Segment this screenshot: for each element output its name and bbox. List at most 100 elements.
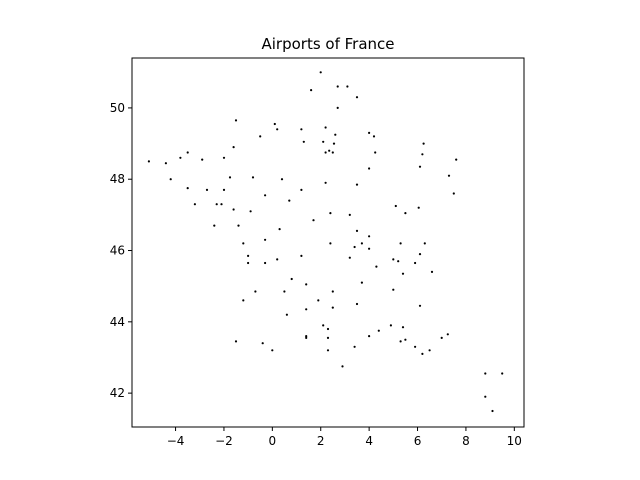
airport-point-45 <box>264 194 267 197</box>
airport-point-23 <box>421 153 424 156</box>
airport-point-40 <box>186 187 189 190</box>
airport-point-111 <box>404 338 407 341</box>
airport-point-73 <box>247 254 250 257</box>
airport-point-98 <box>285 313 288 316</box>
airport-point-69 <box>368 247 371 250</box>
y-tick-label: 46 <box>110 244 125 258</box>
airport-point-116 <box>261 342 264 345</box>
airport-point-114 <box>421 352 424 355</box>
airport-point-54 <box>249 210 252 213</box>
airport-point-113 <box>428 349 431 352</box>
airport-point-75 <box>392 258 395 261</box>
airport-point-31 <box>232 146 235 149</box>
airport-point-85 <box>290 277 293 281</box>
airport-point-51 <box>394 204 397 208</box>
x-tick-label: 10 <box>507 434 522 448</box>
airport-point-123 <box>484 395 487 398</box>
airport-point-109 <box>446 333 449 336</box>
airport-point-28 <box>186 151 189 154</box>
airport-point-34 <box>169 178 172 181</box>
airport-point-60 <box>237 224 240 227</box>
airport-point-10 <box>259 135 262 138</box>
airport-point-97 <box>331 306 334 309</box>
airport-point-82 <box>375 265 378 268</box>
airport-point-91 <box>392 288 395 291</box>
airport-point-77 <box>414 261 417 265</box>
airport-point-110 <box>399 340 402 343</box>
airport-point-115 <box>234 340 238 343</box>
airport-point-95 <box>418 304 422 307</box>
airport-point-30 <box>222 156 226 159</box>
airport-point-50 <box>288 199 291 202</box>
airport-point-7 <box>300 128 303 131</box>
airport-point-86 <box>305 283 308 286</box>
airport-point-90 <box>331 290 334 293</box>
airport-point-99 <box>305 335 308 338</box>
airport-point-24 <box>455 158 458 161</box>
x-tick-label: −2 <box>215 434 233 448</box>
airport-point-37 <box>324 181 327 184</box>
x-tick-label: 6 <box>414 434 422 448</box>
airport-point-74 <box>348 256 351 259</box>
airport-point-13 <box>368 131 371 134</box>
chart-title: Airports of France <box>261 35 394 53</box>
airport-point-6 <box>234 119 238 122</box>
airport-point-32 <box>418 165 422 168</box>
airport-point-26 <box>164 162 167 165</box>
x-tick-label: 8 <box>462 434 470 448</box>
airport-point-9 <box>276 128 279 131</box>
airport-point-108 <box>440 336 443 339</box>
airport-point-103 <box>377 329 380 332</box>
y-tick-label: 44 <box>110 315 125 329</box>
airport-point-120 <box>341 365 344 368</box>
airport-point-15 <box>302 140 305 143</box>
airport-point-4 <box>355 96 359 99</box>
y-axis-ticks: 42 44 46 48 50 <box>110 101 132 400</box>
airport-point-20 <box>331 151 334 154</box>
airport-point-68 <box>360 242 363 245</box>
airport-point-63 <box>368 235 371 238</box>
airport-point-44 <box>300 188 303 191</box>
airport-point-49 <box>220 203 223 206</box>
airport-point-119 <box>353 345 356 348</box>
airport-point-70 <box>399 242 402 245</box>
airport-point-106 <box>368 335 371 338</box>
airport-point-71 <box>423 242 426 245</box>
airport-point-93 <box>317 299 320 302</box>
airport-point-92 <box>242 299 245 302</box>
airport-point-66 <box>329 242 332 245</box>
x-tick-label: −4 <box>167 434 185 448</box>
airport-point-43 <box>228 176 232 179</box>
airport-point-18 <box>328 149 331 152</box>
airport-point-100 <box>305 336 308 339</box>
airport-point-122 <box>501 372 504 375</box>
airport-point-88 <box>254 290 257 293</box>
airport-point-36 <box>280 178 284 181</box>
airport-point-121 <box>484 372 487 375</box>
airport-point-2 <box>336 85 339 88</box>
airport-point-17 <box>332 142 336 145</box>
airport-point-12 <box>334 133 337 136</box>
airport-point-61 <box>278 228 281 231</box>
y-tick-label: 42 <box>110 386 125 400</box>
airport-point-58 <box>312 219 315 222</box>
airport-point-0 <box>319 71 322 74</box>
airport-point-59 <box>213 224 216 227</box>
airport-point-96 <box>305 308 308 311</box>
airport-point-21 <box>374 151 377 154</box>
airport-point-105 <box>401 326 405 329</box>
airport-point-78 <box>247 261 250 265</box>
airport-point-107 <box>326 336 330 339</box>
airport-point-67 <box>353 245 356 249</box>
airport-point-118 <box>326 349 330 352</box>
airport-point-76 <box>397 260 400 263</box>
airport-point-22 <box>422 142 425 145</box>
airport-point-102 <box>326 327 330 331</box>
airport-point-48 <box>215 203 218 206</box>
airport-point-80 <box>276 258 279 261</box>
airport-point-3 <box>346 85 349 88</box>
airport-point-64 <box>264 238 267 241</box>
airport-point-8 <box>273 122 276 126</box>
